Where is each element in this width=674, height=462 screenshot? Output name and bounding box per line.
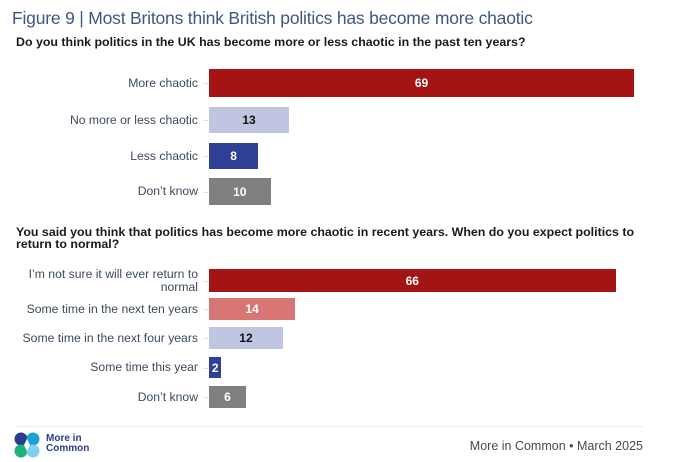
category-label-line: Some time this year xyxy=(90,360,198,374)
bar: 6 xyxy=(209,386,246,408)
axis-tick xyxy=(203,191,208,193)
data-label: 6 xyxy=(224,390,231,404)
category-label: No more or less chaotic xyxy=(69,112,198,127)
data-label: 13 xyxy=(242,113,256,127)
data-label: 12 xyxy=(239,331,253,345)
chart-1-question: Do you think politics in the UK has beco… xyxy=(16,35,526,49)
category-label: Less chaotic xyxy=(130,148,198,163)
axis-tick xyxy=(203,120,208,121)
data-label: 8 xyxy=(230,149,237,163)
category-label-line: Less chaotic xyxy=(130,148,198,163)
data-label: 10 xyxy=(233,184,247,199)
category-label-line: No more or less chaotic xyxy=(69,112,198,127)
category-label-line: I’m not sure it will ever return to xyxy=(28,266,198,281)
bar: 12 xyxy=(209,327,283,349)
axis-tick xyxy=(203,338,208,339)
logo-line-1: More in xyxy=(46,433,82,444)
bar: 10 xyxy=(209,178,271,205)
category-label-line: Some time in the next four years xyxy=(22,330,198,345)
chart-2-question: You said you think that politics has bec… xyxy=(16,225,635,251)
category-label: Some time in the next four years xyxy=(22,330,198,345)
category-label: I’m not sure it will ever return to norma… xyxy=(28,266,198,294)
data-label: 2 xyxy=(211,360,219,375)
figure-title: Figure 9 | Most Britons think British po… xyxy=(12,8,533,28)
category-label-line: Don’t know xyxy=(137,184,198,198)
bar: 14 xyxy=(209,298,296,320)
bar: 13 xyxy=(209,107,290,133)
category-label: More chaotic xyxy=(128,75,198,90)
category-label: Don’t know xyxy=(138,185,198,198)
data-label: 66 xyxy=(405,273,419,288)
axis-tick xyxy=(203,280,208,282)
category-label: Some time in the next ten years xyxy=(26,301,198,316)
category-label-line: Don’t know xyxy=(137,389,198,404)
axis-tick xyxy=(203,397,208,398)
logo-line-2: Common xyxy=(46,443,90,454)
bar: 8 xyxy=(209,143,259,169)
axis-tick xyxy=(203,309,208,310)
bar: 69 xyxy=(209,69,634,97)
category-label: Some time this year xyxy=(90,361,198,374)
source-credit: More in Common • March 2025 xyxy=(469,439,643,453)
axis-tick xyxy=(203,156,208,157)
axis-tick xyxy=(203,367,208,369)
data-label: 69 xyxy=(414,76,429,90)
data-label: 14 xyxy=(245,302,259,316)
category-label: Don’t know xyxy=(137,389,198,404)
bar: 2 xyxy=(209,357,222,378)
category-label-line: normal xyxy=(160,279,198,294)
more-in-common-logo-icon xyxy=(14,432,40,458)
category-label-line: More chaotic xyxy=(128,75,198,90)
bar: 66 xyxy=(209,269,616,292)
axis-tick xyxy=(203,83,208,84)
logo-wordmark: More in Common xyxy=(46,434,89,454)
category-label-line: Some time in the next ten years xyxy=(26,301,198,316)
footer-divider xyxy=(15,426,643,427)
